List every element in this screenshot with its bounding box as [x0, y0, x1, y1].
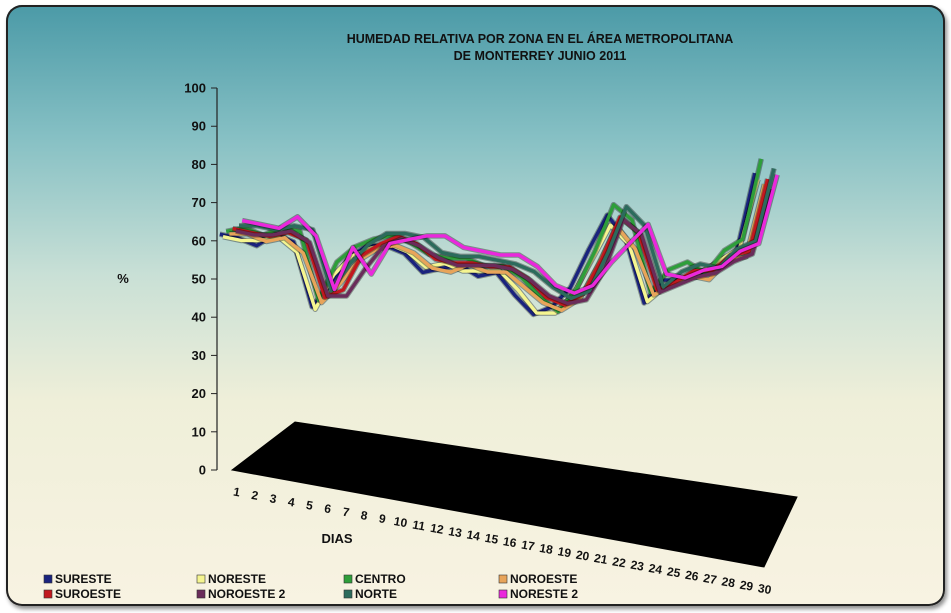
legend-label: NOROESTE 2 — [208, 587, 286, 601]
x-tick-label: 6 — [323, 501, 332, 516]
x-tick-label: 4 — [287, 495, 296, 510]
x-tick-label: 16 — [502, 534, 518, 550]
series-line — [241, 174, 779, 295]
x-tick-label: 29 — [739, 578, 755, 594]
legend-label: SURESTE — [55, 572, 112, 586]
x-tick-label: 19 — [557, 544, 573, 560]
x-tick-label: 17 — [520, 538, 536, 554]
y-tick-label: 70 — [192, 195, 206, 210]
legend-swatch — [498, 574, 508, 584]
legend-swatch — [196, 574, 206, 584]
legend-swatch — [196, 589, 206, 599]
legend-swatch — [43, 574, 53, 584]
x-tick-label: 18 — [538, 541, 554, 557]
legend-swatch — [43, 589, 53, 599]
legend-swatch — [498, 589, 508, 599]
legend-label: NOROESTE — [510, 572, 577, 586]
chart-floor — [230, 421, 798, 568]
y-axis-label: % — [117, 271, 129, 286]
legend-swatch — [343, 589, 353, 599]
x-tick-label: 3 — [269, 491, 278, 506]
humidity-line-chart: HUMEDAD RELATIVA POR ZONA EN EL ÁREA MET… — [43, 31, 798, 601]
legend-label: SUROESTE — [55, 587, 121, 601]
x-tick-label: 27 — [702, 571, 718, 587]
x-tick-label: 12 — [429, 521, 445, 537]
x-tick-label: 15 — [484, 531, 500, 547]
legend-label: CENTRO — [355, 572, 406, 586]
y-tick-label: 80 — [192, 157, 206, 172]
x-tick-label: 1 — [232, 485, 241, 500]
x-tick-label: 22 — [611, 554, 627, 570]
y-tick-label: 10 — [192, 424, 206, 439]
x-tick-label: 26 — [684, 568, 700, 584]
y-tick-label: 60 — [192, 233, 206, 248]
legend-label: NORESTE 2 — [510, 587, 578, 601]
x-tick-label: 13 — [447, 524, 463, 540]
x-tick-label: 8 — [360, 508, 369, 523]
x-tick-label: 11 — [411, 518, 426, 534]
x-axis-label: DIAS — [321, 531, 352, 546]
series-line — [219, 172, 757, 317]
legend-label: NORESTE — [208, 572, 266, 586]
chart-title-line-2: DE MONTERREY JUNIO 2011 — [454, 49, 627, 63]
x-tick-label: 14 — [466, 527, 482, 543]
x-tick-label: 5 — [305, 498, 314, 513]
x-tick-label: 28 — [720, 574, 736, 590]
chart-title-line-1: HUMEDAD RELATIVA POR ZONA EN EL ÁREA MET… — [347, 31, 734, 46]
series-line — [235, 188, 773, 306]
x-tick-label: 7 — [341, 505, 350, 520]
x-tick-label: 25 — [666, 564, 682, 580]
y-tick-label: 100 — [184, 81, 206, 96]
x-tick-label: 10 — [393, 514, 409, 530]
legend-swatch — [343, 574, 353, 584]
x-tick-label: 2 — [250, 488, 259, 503]
y-tick-label: 20 — [192, 386, 206, 401]
x-tick-label: 23 — [629, 558, 645, 574]
y-tick-label: 30 — [192, 348, 206, 363]
y-tick-label: 90 — [192, 119, 206, 134]
x-tick-label: 20 — [575, 548, 591, 564]
x-tick-label: 24 — [648, 561, 664, 577]
y-tick-label: 0 — [199, 463, 206, 478]
x-tick-label: 9 — [378, 511, 387, 526]
chart-frame: HUMEDAD RELATIVA POR ZONA EN EL ÁREA MET… — [6, 5, 945, 606]
y-tick-label: 40 — [192, 310, 206, 325]
legend-label: NORTE — [355, 587, 397, 601]
y-tick-label: 50 — [192, 272, 206, 287]
x-tick-label: 21 — [593, 551, 609, 567]
x-tick-label: 30 — [757, 581, 773, 597]
series-line-shadow — [219, 172, 758, 318]
series-line — [239, 168, 776, 301]
